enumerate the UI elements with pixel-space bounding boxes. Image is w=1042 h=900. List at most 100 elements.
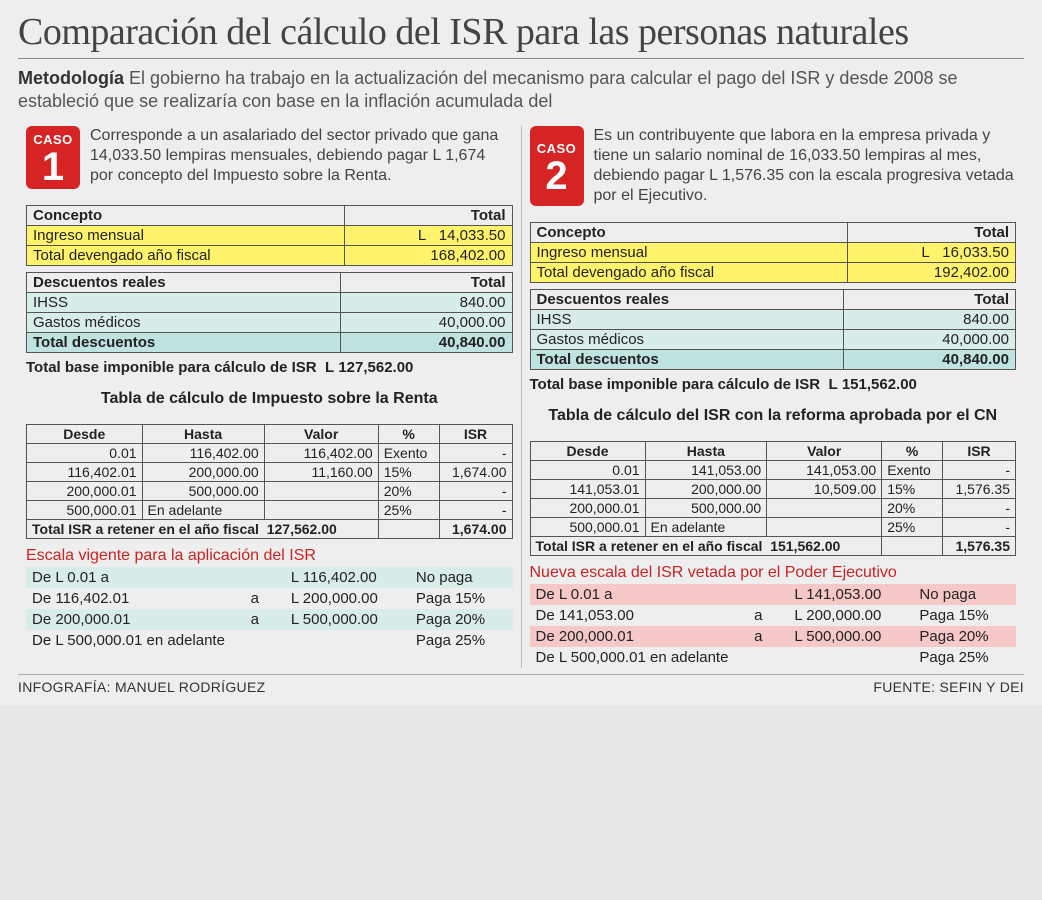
s1r0t: L 116,402.00 xyxy=(285,567,410,588)
r-devengado2: Total devengado año fiscal xyxy=(530,263,848,283)
v-devengado1: 168,402.00 xyxy=(344,246,512,266)
th-i2: ISR xyxy=(943,442,1016,461)
c1r1h: 200,000.00 xyxy=(142,463,264,482)
th-desc: Descuentos reales xyxy=(27,273,341,293)
s1r2t: L 500,000.00 xyxy=(285,609,410,630)
c1r0v: 116,402.00 xyxy=(264,444,378,463)
v-base1: 127,562.00 xyxy=(338,359,413,376)
s2r1m: a xyxy=(748,605,788,626)
c2r1i: 1,576.35 xyxy=(943,480,1016,499)
s2r2f: De 200,000.01 xyxy=(530,626,749,647)
r-ingreso: Ingreso mensual xyxy=(27,226,345,246)
s2r2t: L 500,000.00 xyxy=(788,626,913,647)
c2r3i: - xyxy=(943,518,1016,537)
th-d2: Desde xyxy=(530,442,645,461)
c1r1v: 11,160.00 xyxy=(264,463,378,482)
s1r1t: L 200,000.00 xyxy=(285,588,410,609)
r-gastos: Gastos médicos xyxy=(27,313,341,333)
methodology: Metodología El gobierno ha trabajo en la… xyxy=(18,67,1024,112)
c1r2i: - xyxy=(439,482,512,501)
caso2-base: Total base imponible para cálculo de ISR… xyxy=(530,376,1017,393)
s1r2f: De 200,000.01 xyxy=(26,609,245,630)
methodology-label: Metodología xyxy=(18,68,124,88)
s2r2m: a xyxy=(748,626,788,647)
th-h: Hasta xyxy=(142,425,264,444)
methodology-text: El gobierno ha trabajo en la actualizaci… xyxy=(18,68,958,111)
s2r3p: Paga 25% xyxy=(913,647,1016,668)
th-total: Total xyxy=(344,206,512,226)
c2r0v: 141,053.00 xyxy=(767,461,882,480)
c1r0p: Exento xyxy=(378,444,439,463)
r-ihss: IHSS xyxy=(27,293,341,313)
caso1-calc-table: DesdeHastaValor%ISR 0.01116,402.00116,40… xyxy=(26,424,513,539)
c1r1i: 1,674.00 xyxy=(439,463,512,482)
v-totdesc2: 40,840.00 xyxy=(844,350,1016,370)
c1r2d: 200,000.01 xyxy=(27,482,143,501)
c1r3p: 25% xyxy=(378,501,439,520)
c1r2h: 500,000.00 xyxy=(142,482,264,501)
c2r2i: - xyxy=(943,499,1016,518)
caso2-tabla-title: Tabla de cálculo del ISR con la reforma … xyxy=(530,407,1017,425)
c1r2v xyxy=(264,482,378,501)
caso2-calc-table: DesdeHastaValor%ISR 0.01141,053.00141,05… xyxy=(530,441,1017,556)
r-totdesc2: Total descuentos xyxy=(530,350,844,370)
th-concepto: Concepto xyxy=(27,206,345,226)
caso1-desc-table: Descuentos realesTotal IHSS840.00 Gastos… xyxy=(26,272,513,353)
infographic-page: Comparación del cálculo del ISR para las… xyxy=(0,0,1042,705)
c2r1h: 200,000.00 xyxy=(645,480,767,499)
c2r0p: Exento xyxy=(882,461,943,480)
caso2-scale-title: Nueva escala del ISR vetada por el Poder… xyxy=(530,564,1017,582)
c1r0i: - xyxy=(439,444,512,463)
v-ingreso2: 16,033.50 xyxy=(942,244,1009,261)
c2r1v: 10,509.00 xyxy=(767,480,882,499)
c2r1p: 15% xyxy=(882,480,943,499)
c1r1p: 15% xyxy=(378,463,439,482)
s1r0p: No paga xyxy=(410,567,513,588)
s1r2m: a xyxy=(245,609,285,630)
th-total4: Total xyxy=(844,290,1016,310)
caso2-desc: Es un contribuyente que labora en la emp… xyxy=(594,126,1017,206)
r-ingreso2: Ingreso mensual xyxy=(530,243,848,263)
v-base2: 151,562.00 xyxy=(842,376,917,393)
c1-totlbl: Total ISR a retener en el año fiscal 127… xyxy=(27,520,379,539)
th-d: Desde xyxy=(27,425,143,444)
caso1-scale-title: Escala vigente para la aplicación del IS… xyxy=(26,547,513,565)
th-desc2: Descuentos reales xyxy=(530,290,844,310)
c2r3d: 500,000.01 xyxy=(530,518,645,537)
c2-tb: 151,562.00 xyxy=(770,538,840,554)
c1r3i: - xyxy=(439,501,512,520)
r-totdesc: Total descuentos xyxy=(27,333,341,353)
caso1-col: CASO 1 Corresponde a un asalariado del s… xyxy=(18,126,521,668)
s1r1p: Paga 15% xyxy=(410,588,513,609)
c1r3h: En adelante xyxy=(142,501,264,520)
caso1-scale: De L 0.01 aL 116,402.00No paga De 116,40… xyxy=(26,567,513,651)
r-gastos2: Gastos médicos xyxy=(530,330,844,350)
c2r2d: 200,000.01 xyxy=(530,499,645,518)
th-concepto2: Concepto xyxy=(530,223,848,243)
caso1-base: Total base imponible para cálculo de ISR… xyxy=(26,359,513,376)
footer-right: FUENTE: SEFIN Y DEI xyxy=(873,679,1024,695)
cur2: L xyxy=(325,359,334,376)
v-ingreso1: 14,033.50 xyxy=(439,227,506,244)
caso1-income-table: ConceptoTotal Ingreso mensualL 14,033.50… xyxy=(26,205,513,266)
c1r3d: 500,000.01 xyxy=(27,501,143,520)
caso2-col: CASO 2 Es un contribuyente que labora en… xyxy=(521,126,1025,668)
s2r1f: De 141,053.00 xyxy=(530,605,749,626)
s2r1p: Paga 15% xyxy=(913,605,1016,626)
c2r3p: 25% xyxy=(882,518,943,537)
c1r0h: 116,402.00 xyxy=(142,444,264,463)
s1r2p: Paga 20% xyxy=(410,609,513,630)
tisr-l1: Total ISR a retener en el año fiscal xyxy=(32,521,259,537)
caso2-num: 2 xyxy=(545,156,567,196)
cur4: L xyxy=(828,376,837,393)
th-total3: Total xyxy=(848,223,1016,243)
caso2-header: CASO 2 Es un contribuyente que labora en… xyxy=(530,126,1017,206)
th-total2: Total xyxy=(340,273,512,293)
c2r2p: 20% xyxy=(882,499,943,518)
s2r0t: L 141,053.00 xyxy=(788,584,913,605)
c2r2h: 500,000.00 xyxy=(645,499,767,518)
th-v2: Valor xyxy=(767,442,882,461)
v-totdesc1: 40,840.00 xyxy=(340,333,512,353)
th-h2: Hasta xyxy=(645,442,767,461)
caso1-header: CASO 1 Corresponde a un asalariado del s… xyxy=(26,126,513,189)
